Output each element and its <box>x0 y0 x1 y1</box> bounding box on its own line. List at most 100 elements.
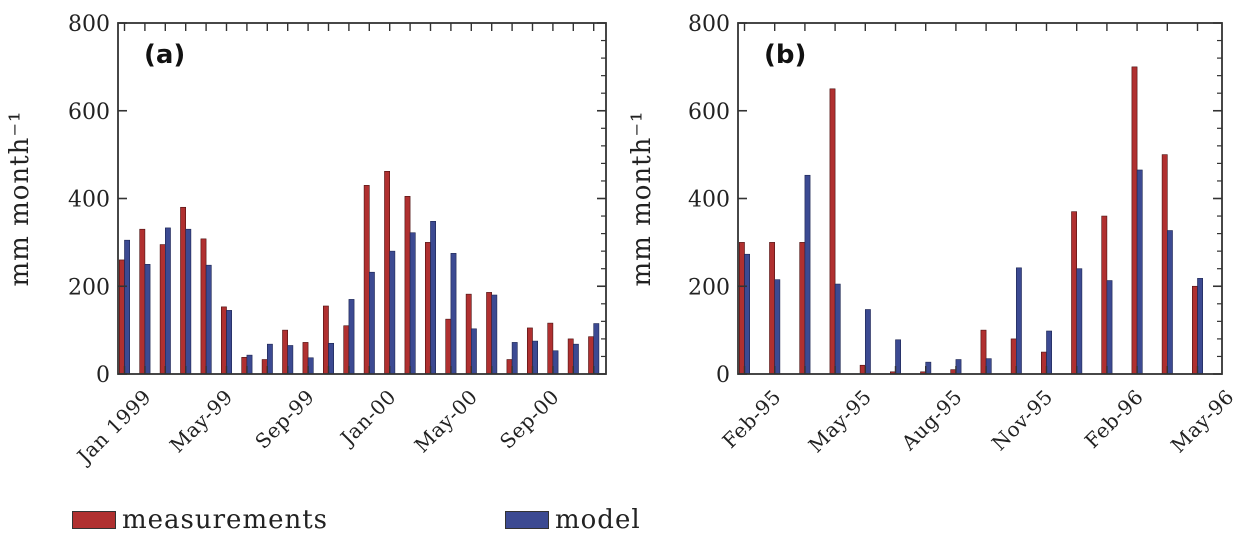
xtick-label-a-5: Sep-00 <box>495 385 564 454</box>
bar-model-b-11 <box>1076 268 1083 375</box>
bar-measurements-a-17 <box>465 293 472 375</box>
ytick-label-a-3: 600 <box>68 100 110 125</box>
bar-model-a-3 <box>185 228 192 375</box>
bar-model-a-23 <box>593 323 600 375</box>
bar-model-b-0 <box>744 253 750 375</box>
panel-label-a: (a) <box>144 40 185 70</box>
bar-model-b-14 <box>1167 230 1173 375</box>
ytick-label-b-3: 600 <box>688 100 730 125</box>
bar-model-a-20 <box>532 340 538 375</box>
bar-model-b-10 <box>1046 330 1052 375</box>
bar-measurements-a-22 <box>567 338 574 375</box>
bar-measurements-a-16 <box>445 318 452 375</box>
bar-measurements-a-7 <box>261 359 268 375</box>
bar-model-b-8 <box>985 358 992 375</box>
xtick-label-a-2: Sep-99 <box>250 385 319 454</box>
panel-a-chart: mm month⁻¹ (a) 0 200 400 600 800 Jan 1999 May-99… <box>5 12 607 470</box>
bar-measurements-a-19 <box>506 359 513 375</box>
bar-model-a-13 <box>389 250 396 375</box>
bar-model-b-13 <box>1136 169 1143 375</box>
bar-measurements-b-11 <box>1071 211 1077 375</box>
bar-model-a-2 <box>165 227 171 375</box>
bar-model-a-12 <box>368 271 375 375</box>
bar-measurements-b-12 <box>1101 215 1108 375</box>
bar-model-b-1 <box>774 279 781 375</box>
bar-model-b-6 <box>925 361 932 375</box>
bar-model-a-4 <box>205 264 212 375</box>
bar-model-a-10 <box>328 342 334 375</box>
ytick-label-a-2: 400 <box>68 188 110 213</box>
xtick-label-a-0: Jan 1999 <box>71 385 156 470</box>
bar-measurements-a-15 <box>424 242 431 375</box>
bar-model-b-12 <box>1106 280 1113 375</box>
bar-measurements-b-4 <box>859 364 866 375</box>
bar-measurements-a-11 <box>343 325 350 375</box>
xtick-label-b-4: Feb-96 <box>1080 385 1148 453</box>
bar-model-b-5 <box>895 339 901 375</box>
xtick-label-b-2: Aug-95 <box>896 385 967 456</box>
bar-measurements-b-15 <box>1192 285 1198 375</box>
bar-model-b-15 <box>1197 278 1203 375</box>
legend-item-measurements: measurements <box>72 505 328 535</box>
bar-measurements-a-9 <box>302 342 309 375</box>
bar-measurements-a-8 <box>282 329 288 375</box>
bar-measurements-a-18 <box>486 292 492 375</box>
ytick-label-b-1: 200 <box>688 275 730 300</box>
legend-label-model: model <box>555 505 641 535</box>
bar-model-a-6 <box>246 354 253 375</box>
bar-model-a-21 <box>552 350 559 375</box>
bar-measurements-b-2 <box>799 242 806 375</box>
bar-model-b-9 <box>1015 267 1022 375</box>
xtick-label-a-3: Jan-00 <box>334 385 400 451</box>
bar-measurements-a-2 <box>159 244 166 375</box>
bar-measurements-b-8 <box>980 329 987 375</box>
bar-measurements-a-5 <box>221 306 227 375</box>
bar-measurements-a-20 <box>526 327 533 375</box>
bar-measurements-a-23 <box>588 336 594 375</box>
bar-model-a-16 <box>450 253 457 375</box>
bar-measurements-b-3 <box>829 88 836 375</box>
ytick-label-b-2: 400 <box>688 188 730 213</box>
bar-model-a-22 <box>572 343 579 375</box>
bar-measurements-a-12 <box>363 185 370 375</box>
ylabel-a: mm month⁻¹ <box>5 111 35 287</box>
bar-measurements-b-10 <box>1041 351 1047 375</box>
xtick-label-a-1: May-99 <box>165 385 238 458</box>
bar-model-a-5 <box>226 310 232 375</box>
ytick-label-b-4: 800 <box>688 12 730 37</box>
bar-model-a-0 <box>124 239 130 375</box>
bar-model-a-8 <box>287 345 294 375</box>
bar-model-a-14 <box>409 232 416 375</box>
plot-frame-b <box>737 22 1223 375</box>
legend-swatch-model <box>505 511 549 529</box>
bar-model-a-7 <box>266 343 273 375</box>
bar-measurements-a-13 <box>384 170 390 375</box>
bar-measurements-a-0 <box>119 259 125 375</box>
legend-swatch-measurements <box>72 511 116 529</box>
legend-label-measurements: measurements <box>122 505 329 535</box>
panel-label-b: (b) <box>764 40 806 70</box>
bar-model-b-3 <box>834 283 841 375</box>
bar-model-a-19 <box>511 342 518 375</box>
bar-measurements-b-14 <box>1161 154 1168 375</box>
xtick-label-b-1: May-95 <box>804 385 877 458</box>
ytick-label-a-0: 0 <box>96 363 110 388</box>
bar-measurements-b-1 <box>769 242 775 375</box>
xtick-label-b-3: Nov-95 <box>987 385 1058 456</box>
bar-measurements-a-10 <box>322 305 329 375</box>
bar-measurements-a-4 <box>200 238 207 375</box>
bar-measurements-a-6 <box>241 357 248 375</box>
panel-b-chart: mm month⁻¹ (b) 0 200 400 600 800 Feb-95 May-95 Au… <box>627 12 1239 457</box>
bar-measurements-a-1 <box>139 228 146 375</box>
ytick-label-b-0: 0 <box>716 363 730 388</box>
bar-measurements-a-14 <box>404 196 411 375</box>
bar-measurements-b-9 <box>1010 338 1017 375</box>
ytick-label-a-1: 200 <box>68 275 110 300</box>
bar-model-a-17 <box>470 328 477 375</box>
bar-model-b-2 <box>804 174 811 375</box>
bar-measurements-b-0 <box>738 242 745 375</box>
ylabel-b: mm month⁻¹ <box>627 111 657 287</box>
bar-measurements-a-3 <box>180 206 186 375</box>
plot-frame-a <box>117 22 607 375</box>
